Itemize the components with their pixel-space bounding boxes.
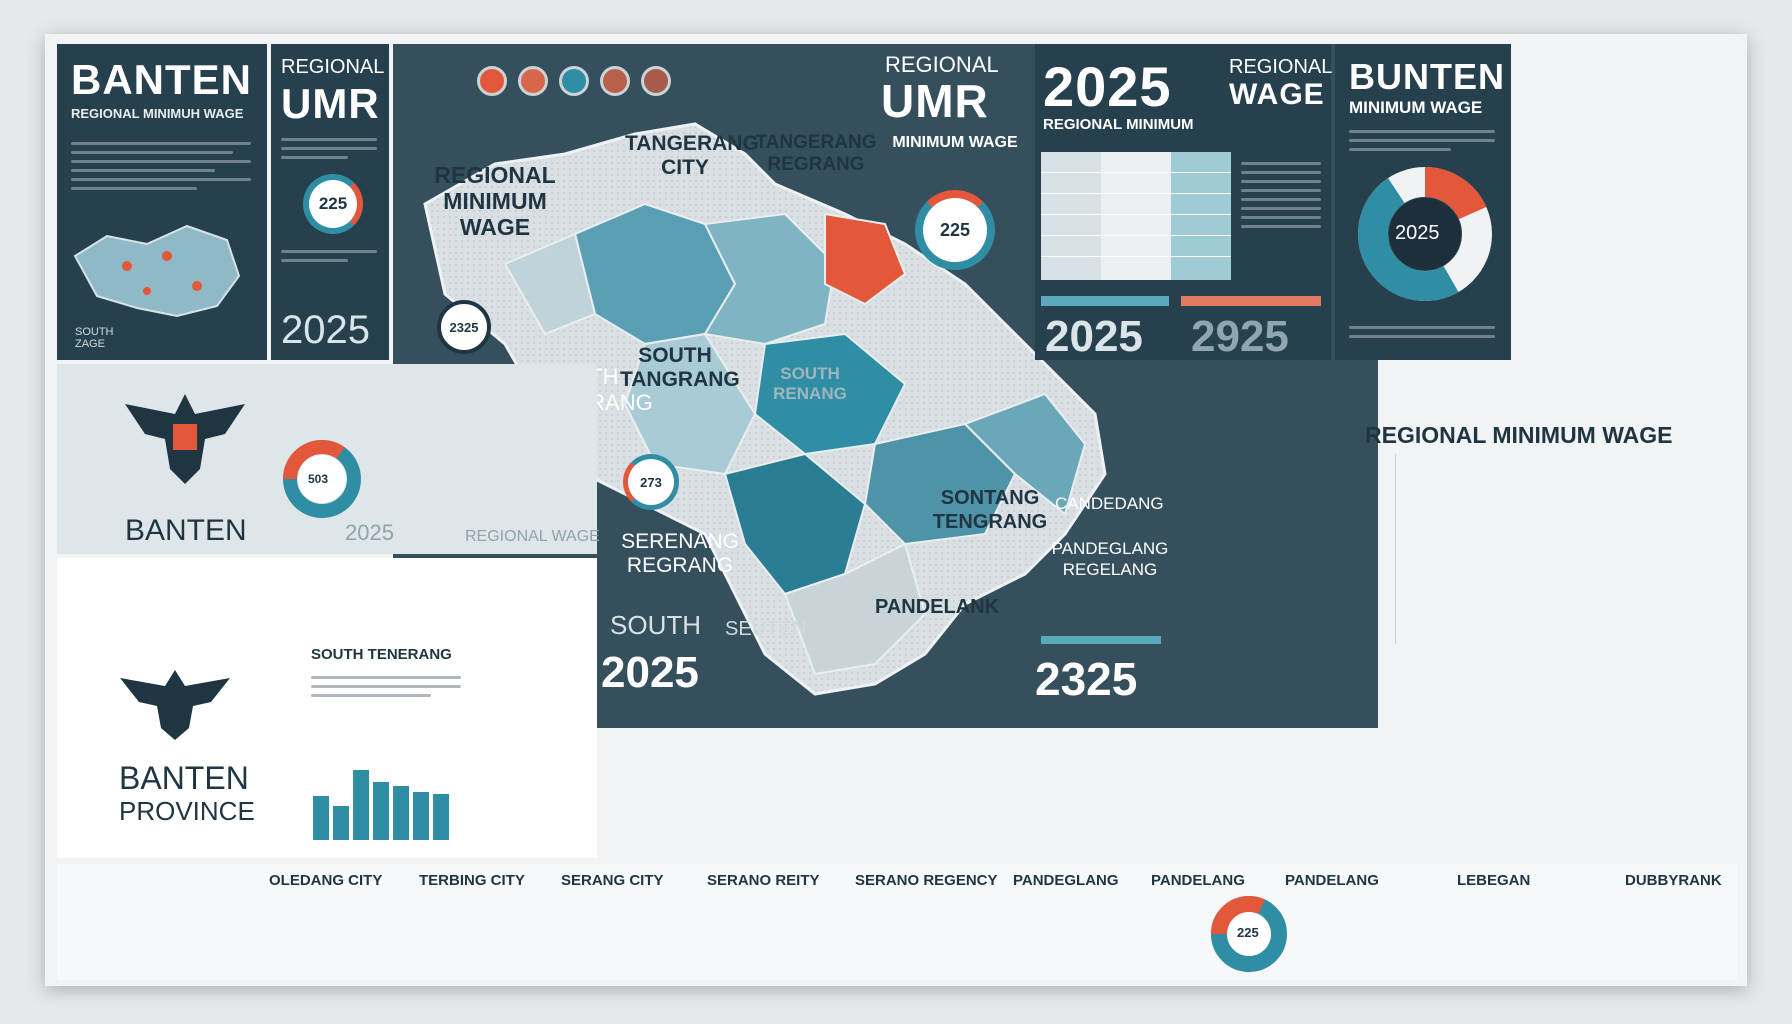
teal-bar — [1041, 636, 1161, 644]
donut-chart — [1358, 167, 1492, 301]
text-block — [1349, 124, 1495, 157]
map-label-tangerang-city: TANGERANG CITY — [625, 132, 759, 179]
table-year-1: 2025 — [1045, 312, 1143, 361]
map-year-2: 2325 — [1035, 653, 1138, 705]
text-block — [281, 244, 377, 268]
map-year-1: 2025 — [601, 648, 699, 697]
left-mid-label: REGIONAL WAGE — [465, 528, 600, 545]
donut-label: 503 — [308, 472, 329, 486]
chart-icon — [518, 66, 548, 96]
donut-chart — [1211, 896, 1287, 972]
center-header-line2: UMR — [881, 75, 989, 127]
coin-icon — [477, 66, 507, 96]
bar-chart-upper — [1395, 454, 1747, 644]
map-label-pandeglang: PANDEGLANG REGELANG — [1051, 539, 1169, 579]
strip-title-2: SERANG CITY — [561, 872, 664, 889]
mini-map — [73, 224, 241, 318]
infographic-board: BANTEN REGIONAL MINIMUH WAGE SOUTH ZAGE … — [45, 34, 1747, 986]
strip-title-0: OLEDANG CITY — [269, 872, 383, 889]
strip-title-4: SERANO REGENCY — [855, 872, 998, 889]
map-badge: 225 — [915, 190, 995, 270]
strip-title-3: SERANO REITY — [707, 872, 820, 889]
bottom-strip — [57, 864, 1737, 980]
donut-chart — [283, 440, 361, 518]
text-block — [311, 670, 461, 703]
year-label: 2025 — [281, 308, 370, 352]
globe-icon — [559, 66, 589, 96]
table-year-2: 2925 — [1191, 312, 1289, 361]
map-label: SOUTH ZAGE — [75, 326, 114, 350]
map-label-tangerang-regrang: TANGERANG REGRANG — [755, 132, 877, 175]
teal-bar — [1041, 296, 1169, 306]
text-block — [1349, 320, 1495, 344]
text-block — [71, 136, 251, 196]
map-label-candedang: CANDEDANG — [1055, 494, 1164, 513]
map-label-serang-regrang: SERENANG REGRANG — [621, 530, 739, 577]
table-side-text — [1241, 156, 1321, 234]
year-header-line1: REGIONAL — [1229, 56, 1333, 78]
map-label-sontang-tengrang: SONTANG TENGRANG — [932, 487, 1048, 533]
bar-chart-title: REGIONAL MINIMUM WAGE — [1365, 422, 1673, 448]
mini-bar-chart — [311, 764, 459, 840]
umr-panel: REGIONAL UMR 225 2025 — [271, 44, 389, 360]
text-block — [281, 132, 377, 165]
map-label-south-tangrang: SOUTH TANGRANG — [620, 344, 740, 391]
map-label-minimum-wage: MINIMUM WAGE — [892, 134, 1018, 151]
map-label-pandelank: PANDELANK — [875, 596, 1000, 618]
year-header-sub: REGIONAL MINIMUM — [1043, 116, 1194, 133]
panel-subtitle: REGIONAL MINIMUH WAGE — [71, 106, 244, 121]
strip-title-9: DUBBYRANK — [1625, 872, 1722, 889]
umr-line1: REGIONAL — [281, 56, 385, 78]
map-badge: 2325 — [437, 300, 491, 354]
data-table — [1041, 152, 1231, 280]
year-header-line2: WAGE — [1229, 78, 1325, 111]
strip-title-7: PANDELANG — [1285, 872, 1379, 889]
donut-label: 2025 — [1395, 222, 1440, 244]
wage-badge: 225 — [303, 174, 363, 234]
top-left-panel: BANTEN REGIONAL MINIMUH WAGE SOUTH ZAGE — [57, 44, 267, 360]
map-label-regional-minimum-wage: REGIONAL MINIMUM WAGE — [434, 162, 556, 240]
right-title: BUNTEN — [1349, 56, 1505, 97]
left-bottom-chart-title: SOUTH TENERANG — [311, 646, 452, 663]
strip-title-6: PANDELANG — [1151, 872, 1245, 889]
left-bottom-province: PROVINCE — [119, 796, 255, 826]
left-mid-year: 2025 — [345, 520, 394, 545]
eagle-emblem-icon — [120, 670, 230, 740]
strip-title-5: PANDEGLANG — [1013, 872, 1119, 889]
clock-icon — [641, 66, 671, 96]
user-icon — [600, 66, 630, 96]
center-header-line1: REGIONAL — [885, 52, 999, 77]
map-south-label: SOUTH — [610, 610, 701, 640]
map-badge: 273 — [623, 454, 679, 510]
year-header-year: 2025 — [1043, 55, 1172, 118]
orange-bar — [1181, 296, 1321, 306]
right-subtitle: MINIMUM WAGE — [1349, 98, 1483, 117]
panel-title: BANTEN — [71, 56, 252, 103]
map-label-south-renang: SOUTH RENANG — [773, 364, 847, 403]
strip-title-8: LEBEGAN — [1457, 872, 1531, 889]
left-mid-brand: BANTEN — [125, 514, 247, 547]
map-seuten-label: SEUTEN — [725, 618, 807, 640]
umr-line2: UMR — [281, 80, 380, 127]
strip-title-1: TERBING CITY — [419, 872, 525, 889]
donut-label: 225 — [1237, 925, 1259, 940]
eagle-emblem-icon — [125, 394, 245, 484]
left-bottom-brand: BANTEN — [119, 760, 249, 796]
right-top-panel: BUNTEN MINIMUM WAGE 2025 — [1335, 44, 1511, 360]
